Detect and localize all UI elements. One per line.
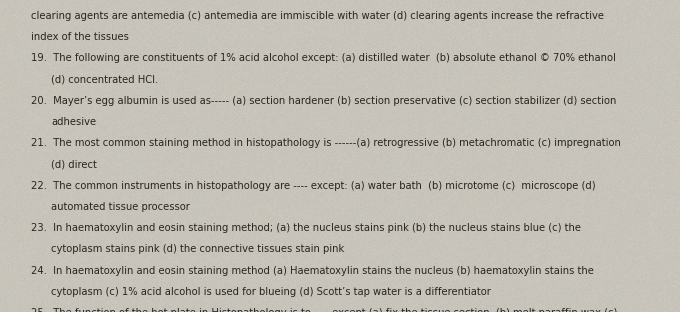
Text: (d) concentrated HCl.: (d) concentrated HCl.	[51, 75, 158, 85]
Text: 20.  Mayer’s egg albumin is used as----- (a) section hardener (b) section preser: 20. Mayer’s egg albumin is used as----- …	[31, 96, 616, 106]
Text: 19.  The following are constituents of 1% acid alcohol except: (a) distilled wat: 19. The following are constituents of 1%…	[31, 53, 615, 63]
Text: 24.  In haematoxylin and eosin staining method (a) Haematoxylin stains the nucle: 24. In haematoxylin and eosin staining m…	[31, 266, 594, 275]
Text: cytoplasm (c) 1% acid alcohol is used for blueing (d) Scott’s tap water is a dif: cytoplasm (c) 1% acid alcohol is used fo…	[51, 287, 491, 297]
Text: index of the tissues: index of the tissues	[31, 32, 129, 42]
Text: 23.  In haematoxylin and eosin staining method; (a) the nucleus stains pink (b) : 23. In haematoxylin and eosin staining m…	[31, 223, 581, 233]
Text: cytoplasm stains pink (d) the connective tissues stain pink: cytoplasm stains pink (d) the connective…	[51, 244, 344, 254]
Text: (d) direct: (d) direct	[51, 159, 97, 169]
Text: automated tissue processor: automated tissue processor	[51, 202, 190, 212]
Text: 21.  The most common staining method in histopathology is ------(a) retrogressiv: 21. The most common staining method in h…	[31, 138, 620, 148]
Text: adhesive: adhesive	[51, 117, 96, 127]
Text: clearing agents are antemedia (c) antemedia are immiscible with water (d) cleari: clearing agents are antemedia (c) anteme…	[31, 11, 604, 21]
Text: 22.  The common instruments in histopathology are ---- except: (a) water bath  (: 22. The common instruments in histopatho…	[31, 181, 595, 191]
Text: 25.  The function of the hot plate in Histopathology is to -----except (a) fix t: 25. The function of the hot plate in His…	[31, 308, 617, 312]
